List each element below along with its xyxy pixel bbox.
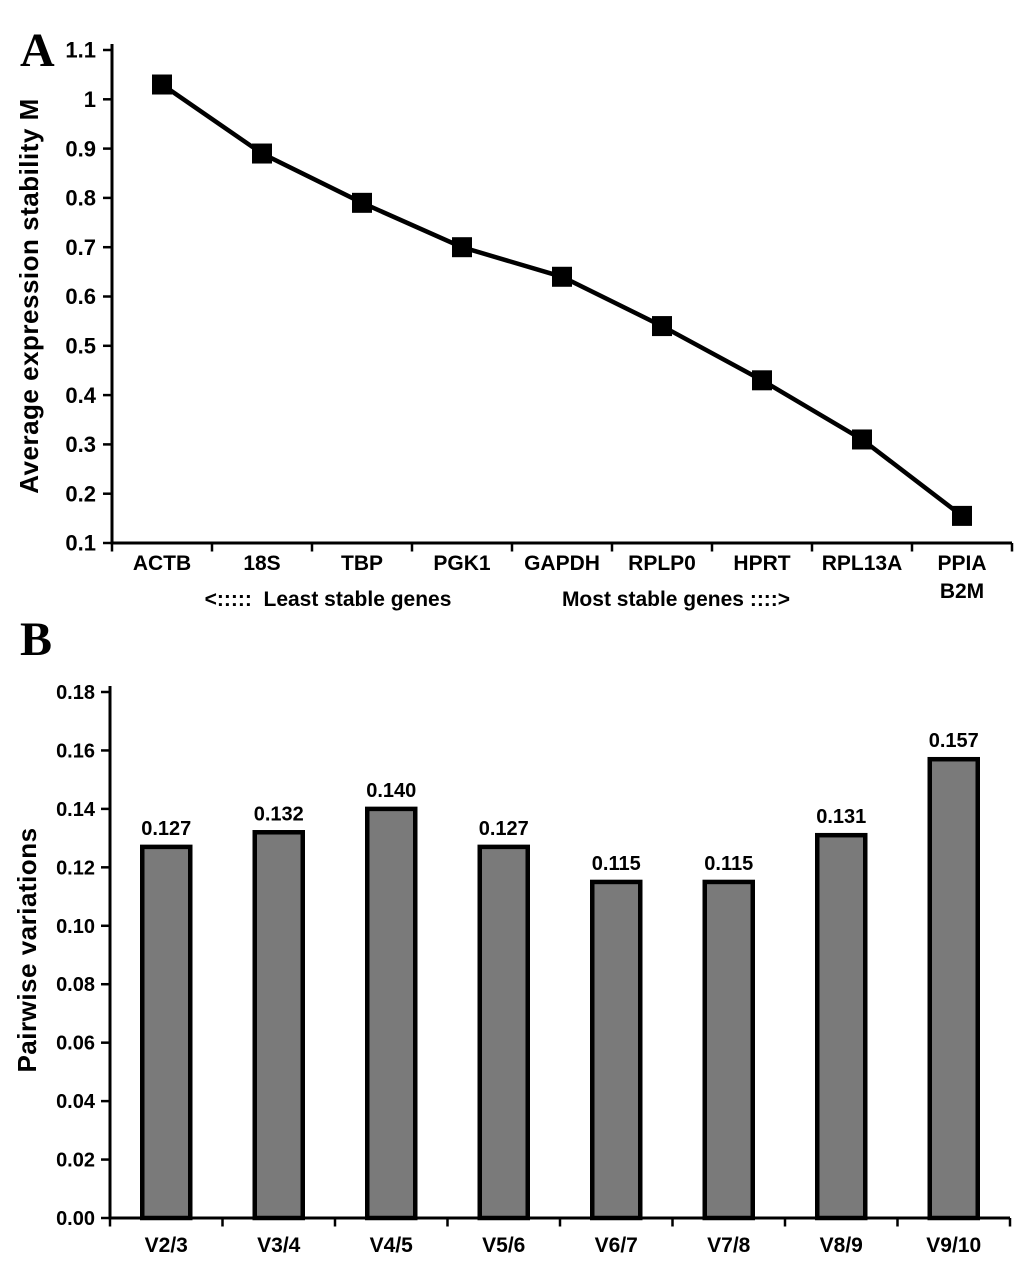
- bar-value-label: 0.131: [816, 806, 866, 828]
- variation-category-label: V3/4: [257, 1234, 301, 1257]
- data-point-marker: [752, 370, 772, 391]
- gene-category-label: RPL13A: [822, 552, 903, 575]
- pairwise-variation-bar: [815, 832, 868, 1221]
- bar-value-label: 0.115: [592, 853, 641, 875]
- y-tick-label: 0.2: [65, 481, 96, 506]
- y-tick-label: 0.10: [56, 916, 95, 938]
- variation-category-label: V6/7: [595, 1234, 638, 1257]
- y-tick-label: 0.12: [56, 857, 95, 879]
- pairwise-variation-bar: [140, 844, 193, 1221]
- bar-value-label: 0.132: [254, 803, 304, 825]
- data-point-marker: [252, 143, 272, 164]
- pairwise-variation-bar: [365, 806, 418, 1221]
- y-tick-label: 0.02: [56, 1150, 95, 1172]
- bar-value-label: 0.127: [141, 818, 191, 840]
- panel-b-y-axis-title: Pairwise variations: [12, 827, 42, 1072]
- bar-value-label: 0.140: [366, 780, 416, 802]
- data-point-marker: [552, 266, 572, 287]
- gene-category-label: GAPDH: [524, 552, 600, 575]
- y-tick-label: 0.06: [56, 1033, 95, 1055]
- gene-category-label: 18S: [243, 552, 280, 575]
- gene-category-label: ACTB: [133, 552, 191, 575]
- bar-value-label: 0.127: [479, 818, 529, 840]
- y-tick-label: 0.04: [56, 1091, 96, 1113]
- stability-line: [160, 82, 964, 518]
- y-tick-label: 0.16: [56, 740, 95, 762]
- panel-b-letter: B: [20, 613, 52, 666]
- y-tick-label: 0.8: [65, 186, 96, 211]
- y-tick-label: 1.1: [65, 38, 96, 63]
- variation-category-label: V7/8: [707, 1234, 751, 1257]
- gene-category-label: PPIA: [937, 552, 986, 575]
- gene-category-label: TBP: [341, 552, 383, 575]
- y-tick-label: 0.18: [56, 682, 95, 704]
- pairwise-variation-bar: [702, 879, 755, 1221]
- bar-value-label: 0.157: [929, 730, 979, 752]
- annotation-most-stable-genes: Most stable genes ::::>: [562, 588, 790, 611]
- data-point-marker: [452, 237, 472, 258]
- y-tick-label: 0.08: [56, 974, 95, 996]
- pairwise-variation-bar: [590, 879, 643, 1221]
- y-tick-label: 1: [84, 87, 96, 112]
- variation-category-label: V8/9: [820, 1234, 863, 1257]
- y-tick-label: 0.14: [56, 799, 96, 821]
- data-point-marker: [152, 74, 172, 95]
- pairwise-variation-bar: [252, 830, 305, 1221]
- variation-category-label: V9/10: [926, 1234, 981, 1257]
- gene-category-label: RPLP0: [628, 552, 696, 575]
- data-point-marker: [852, 429, 872, 450]
- bar-value-label: 0.115: [704, 853, 753, 875]
- y-tick-label: 0.7: [65, 235, 96, 260]
- pairwise-variation-bar: [477, 844, 530, 1221]
- y-tick-label: 0.1: [65, 531, 96, 556]
- data-point-marker: [652, 316, 672, 337]
- gene-category-label: PGK1: [433, 552, 491, 575]
- annotation-least-stable-genes: <::::: Least stable genes: [205, 588, 452, 611]
- data-point-marker: [352, 192, 372, 213]
- gene-category-label: B2M: [940, 580, 984, 603]
- panel-a-y-axis-title: Average expression stability M: [14, 98, 44, 494]
- data-point-marker: [952, 505, 972, 526]
- y-tick-label: 0.00: [56, 1208, 95, 1230]
- panel-a-letter: A: [20, 24, 55, 77]
- panel-a-line-chart: 1.1 1 0.9 0.8 0.7 0.6 0.5 0.4 0.3 0.2 0.1 ACTB 18S TB…: [65, 38, 1014, 603]
- variation-category-label: V2/3: [145, 1234, 188, 1257]
- y-tick-label: 0.6: [65, 284, 96, 309]
- y-tick-label: 0.9: [65, 136, 96, 161]
- y-tick-label: 0.5: [65, 334, 96, 359]
- variation-category-label: V4/5: [370, 1234, 414, 1257]
- y-tick-label: 0.4: [65, 383, 96, 408]
- pairwise-variation-bar: [927, 756, 980, 1221]
- y-tick-label: 0.3: [65, 432, 96, 457]
- variation-category-label: V5/6: [482, 1234, 525, 1257]
- gene-category-label: HPRT: [733, 552, 790, 575]
- panel-b-bar-chart: 0.00 0.02 0.04 0.06 0.08 0.10 0.12 0.14 0.16 0.18…: [56, 682, 1012, 1257]
